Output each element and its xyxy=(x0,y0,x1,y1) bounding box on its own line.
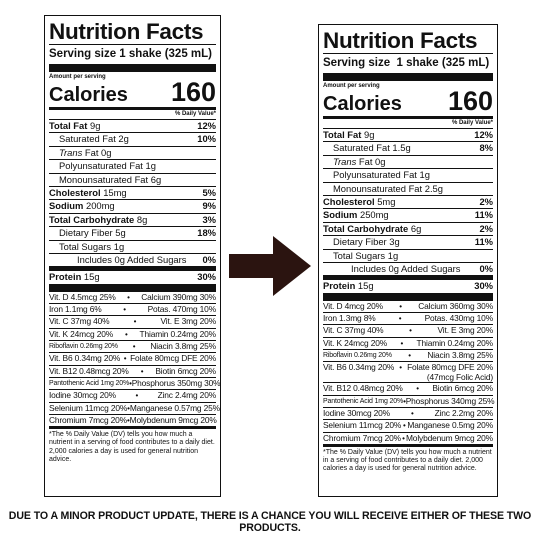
nutrient-row: Saturated Fat 2g 10% xyxy=(49,132,216,145)
nutrition-label-left: Nutrition Facts Serving size 1 shake (32… xyxy=(44,15,221,497)
vitamin-row: Vit. B6 0.34mg 20% • Folate 80mcg DFE 20% xyxy=(49,352,216,364)
calories-label: Calories xyxy=(49,84,128,106)
nutrient-row: Dietary Fiber 5g 18% xyxy=(49,226,216,239)
daily-value-header: % Daily Value* xyxy=(451,120,493,126)
nutrient-row: Includes 0g Added Sugars 0% xyxy=(49,253,216,266)
nutrient-row: Total Fat 9g 12% xyxy=(323,129,493,140)
nutrient-row: Cholesterol 5mg 2% xyxy=(323,195,493,208)
vitamin-row: Riboflavin 0.26mg 20% • Niacin 3.8mg 25% xyxy=(49,340,216,352)
calories-value: 160 xyxy=(447,86,493,116)
vitamin-row: Riboflavin 0.26mg 20% • Niacin 3.8mg 25% xyxy=(323,349,493,361)
nutrient-row: Total Sugars 1g xyxy=(49,239,216,253)
serving-size: Serving size 1 shake (325 mL) xyxy=(49,48,212,60)
vitamin-row: Vit. B12 0.48mcg 20% • Biotin 6mcg 20% xyxy=(49,364,216,376)
nutrient-row: Protein 15g 30% xyxy=(323,280,493,292)
daily-value-footnote: *The % Daily Value (DV) tells you how mu… xyxy=(323,448,492,473)
nutrient-row: Cholesterol 15mg 5% xyxy=(49,186,216,199)
nutrient-row: Trans Fat 0g xyxy=(323,154,493,168)
vitamin-row: Chromium 7mcg 20% • Molybdenum 9mcg 20% xyxy=(49,413,217,425)
vitamin-row: Selenium 11mcg 20% • Manganese 0.5mg 20% xyxy=(323,419,493,431)
calories-row: Calories 160 xyxy=(49,77,216,107)
serving-size: Serving size 1 shake (325 mL) xyxy=(323,57,490,69)
vitamin-row: Pantothenic Acid 1mg 20% • Phosphorus 350m… xyxy=(49,376,221,388)
vitamin-row: Chromium 7mcg 20% • Molybdenum 9mcg 20% xyxy=(323,431,493,443)
calories-label: Calories xyxy=(323,93,402,115)
nutrient-row: Monounsaturated Fat 2.5g xyxy=(323,181,493,195)
nutrition-label-right: Nutrition Facts Serving size 1 shake (32… xyxy=(318,24,498,497)
vitamin-row: Iron 1.3mg 8% • Potas. 430mg 10% xyxy=(323,312,493,324)
nutrient-row: Monounsaturated Fat 6g xyxy=(49,172,216,186)
vitamin-row: Vit. C 37mg 40% • Vit. E 3mg 20% xyxy=(49,315,216,327)
vitamin-row: Iron 1.1mg 6% • Potas. 470mg 10% xyxy=(49,303,216,315)
nutrient-row: Includes 0g Added Sugars 0% xyxy=(323,262,493,275)
nutrient-row: Dietary Fiber 3g 11% xyxy=(323,235,493,248)
vitamin-row: Vit. D 4.5mcg 25% • Calcium 390mg 30% xyxy=(49,291,216,302)
daily-value-footnote: *The % Daily Value (DV) tells you how mu… xyxy=(49,431,215,463)
calories-row: Calories 160 xyxy=(323,86,493,116)
nutrient-row: Trans Fat 0g xyxy=(49,145,216,159)
nutrition-facts-title: Nutrition Facts xyxy=(323,28,478,53)
vitamin-row: Iodine 30mcg 20% • Zinc 2.2mg 20% xyxy=(323,406,493,418)
amount-per-serving: Amount per serving xyxy=(49,74,106,80)
vitamin-row: Vit. D 4mcg 20% • Calcium 360mg 30% xyxy=(323,300,493,311)
daily-value-header: % Daily Value* xyxy=(174,111,216,117)
nutrient-row: Polyunsaturated Fat 1g xyxy=(323,168,493,181)
vitamin-row: Vit. B12 0.48mcg 20% • Biotin 6mcg 20% xyxy=(323,382,493,394)
nutrient-row: Saturated Fat 1.5g 8% xyxy=(323,141,493,154)
folic-acid-note: (47mcg Folic Acid) xyxy=(426,372,493,383)
nutrient-row: Polyunsaturated Fat 1g xyxy=(49,159,216,172)
vitamin-row: Vit. K 24mcg 20% • Thiamin 0.24mg 20% xyxy=(323,336,493,348)
nutrient-row: Sodium 250mg 11% xyxy=(323,208,493,221)
vitamin-row: Vit. K 24mcg 20% • Thiamin 0.24mg 20% xyxy=(49,327,216,339)
calories-value: 160 xyxy=(170,77,216,107)
nutrient-row: Total Sugars 1g xyxy=(323,248,493,262)
nutrition-facts-title: Nutrition Facts xyxy=(49,19,204,44)
vitamin-row: Selenium 11mcg 20% • Manganese 0.57mg 25% xyxy=(49,401,220,413)
amount-per-serving: Amount per serving xyxy=(323,83,380,89)
product-update-disclaimer: DUE TO A MINOR PRODUCT UPDATE, THERE IS … xyxy=(8,510,532,534)
vitamin-row: Vit. B6 0.34mg 20% • Folate 80mcg DFE 20%… xyxy=(323,361,493,383)
vitamin-row: Pantothenic Acid 1mg 20% • Phosphorus 340m… xyxy=(323,394,495,406)
vitamin-row: Iodine 30mcg 20% • Zinc 2.4mg 20% xyxy=(49,389,216,401)
nutrient-row: Protein 15g 30% xyxy=(49,271,216,283)
nutrient-row: Total Carbohydrate 6g 2% xyxy=(323,221,493,234)
arrow-right-icon xyxy=(229,236,311,296)
nutrient-row: Total Fat 9g 12% xyxy=(49,120,216,131)
nutrient-row: Total Carbohydrate 8g 3% xyxy=(49,212,216,225)
nutrient-row: Sodium 200mg 9% xyxy=(49,199,216,212)
vitamin-row: Vit. C 37mg 40% • Vit. E 3mg 20% xyxy=(323,324,493,336)
